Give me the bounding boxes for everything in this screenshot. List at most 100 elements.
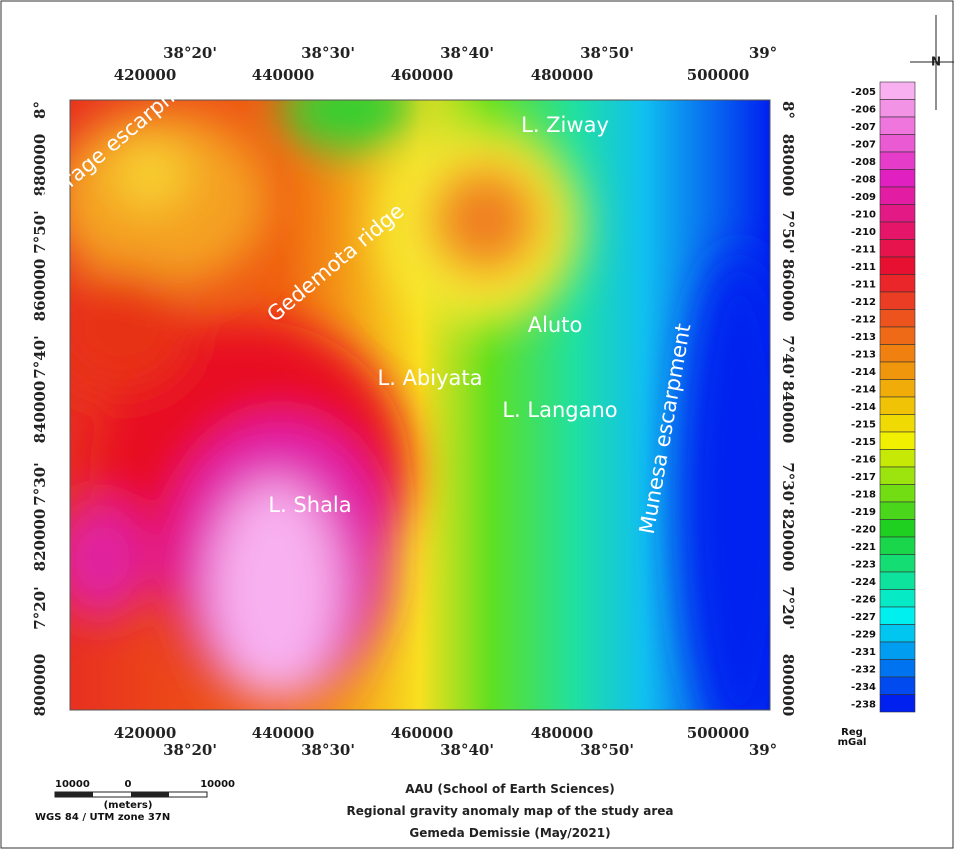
colorbar-band: [880, 677, 915, 695]
bottom-utm-label: 460000: [391, 724, 454, 742]
footer-line: Regional gravity anomaly map of the stud…: [346, 804, 673, 818]
colorbar-label: -216: [851, 454, 876, 465]
gravity-surface: [50, 70, 800, 750]
colorbar-label: -212: [851, 314, 876, 325]
top-utm-label: 480000: [531, 66, 594, 84]
colorbar-band: [880, 117, 915, 135]
colorbar-band: [880, 170, 915, 188]
colorbar-band: [880, 222, 915, 240]
colorbar-band: [880, 520, 915, 538]
colorbar-band: [880, 537, 915, 555]
top-deg-label: 38°40': [440, 44, 494, 62]
colorbar-band: [880, 415, 915, 433]
bottom-utm-label: 500000: [687, 724, 750, 742]
colorbar-band: [880, 397, 915, 415]
bottom-deg-label: 38°50': [580, 741, 634, 759]
colorbar-band: [880, 467, 915, 485]
right-utm-label: 860000: [779, 259, 797, 322]
right-utm-label: 820000: [779, 509, 797, 572]
right-deg-label: 7°30': [779, 462, 797, 505]
top-utm-label: 460000: [391, 66, 454, 84]
bottom-deg-label: 39°: [749, 741, 777, 759]
scale-bar-seg: [131, 792, 169, 797]
scale-tick-label: 10000: [55, 779, 90, 790]
colorbar-band: [880, 240, 915, 258]
colorbar-band: [880, 82, 915, 100]
colorbar-label: -205: [851, 87, 876, 98]
colorbar-label: -208: [851, 174, 876, 185]
colorbar-band: [880, 660, 915, 678]
north-arrow: N: [910, 15, 954, 110]
left-deg-label: 8°: [31, 101, 49, 119]
colorbar-label: -210: [851, 227, 876, 238]
colorbar-label: -207: [851, 122, 876, 133]
right-deg-label: 7°50': [779, 210, 797, 253]
colorbar-band: [880, 625, 915, 643]
bottom-utm-label: 480000: [531, 724, 594, 742]
colorbar-label: -217: [851, 472, 876, 483]
colorbar-label: -211: [851, 244, 876, 255]
north-label: N: [931, 55, 941, 69]
colorbar-label: -221: [851, 542, 876, 553]
colorbar-band: [880, 327, 915, 345]
colorbar-band: [880, 362, 915, 380]
colorbar-label: -211: [851, 262, 876, 273]
colorbar-label: -207: [851, 139, 876, 150]
top-deg-label: 39°: [749, 44, 777, 62]
colorbar-band: [880, 502, 915, 520]
colorbar-label: -218: [851, 489, 876, 500]
colorbar-band: [880, 380, 915, 398]
colorbar-label: -212: [851, 297, 876, 308]
colorbar-band: [880, 257, 915, 275]
colorbar-band: [880, 310, 915, 328]
colorbar-label: -224: [851, 577, 876, 588]
right-utm-label: 880000: [779, 134, 797, 197]
projection: WGS 84 / UTM zone 37N: [35, 812, 170, 823]
colorbar-label: -214: [851, 402, 876, 413]
left-deg-label: 7°50': [31, 210, 49, 253]
colorbar-band: [880, 187, 915, 205]
colorbar-label: -238: [851, 699, 876, 710]
bottom-utm-label: 440000: [252, 724, 315, 742]
colorbar-band: [880, 572, 915, 590]
place-label: L. Ziway: [521, 113, 609, 137]
left-utm-label: 860000: [31, 259, 49, 322]
colorbar-label: -223: [851, 559, 876, 570]
colorbar-band: [880, 345, 915, 363]
colorbar-band: [880, 590, 915, 608]
colorbar-unit: mGal: [838, 737, 867, 748]
colorbar-label: -213: [851, 332, 876, 343]
colorbar-band: [880, 555, 915, 573]
top-utm-label: 440000: [252, 66, 315, 84]
scale-unit: (meters): [104, 800, 153, 811]
right-deg-label: 8°: [779, 101, 797, 119]
colorbar-band: [880, 205, 915, 223]
colorbar-label: -231: [851, 647, 876, 658]
colorbar-label: -210: [851, 209, 876, 220]
colorbar-band: [880, 642, 915, 660]
footer-line: AAU (School of Earth Sciences): [405, 782, 614, 796]
colorbar-label: -234: [851, 682, 876, 693]
left-utm-label: 820000: [31, 509, 49, 572]
left-utm-label: 800000: [31, 654, 49, 717]
place-label: L. Shala: [268, 493, 351, 517]
colorbar-label: -213: [851, 349, 876, 360]
right-utm-label: 840000: [779, 381, 797, 444]
footer-line: Gemeda Demissie (May/2021): [409, 826, 610, 840]
colorbar-band: [880, 450, 915, 468]
colorbar-label: -206: [851, 104, 876, 115]
colorbar-label: -229: [851, 629, 876, 640]
colorbar-label: -227: [851, 612, 876, 623]
place-label: L. Langano: [502, 398, 617, 422]
colorbar-label: -220: [851, 524, 876, 535]
colorbar-band: [880, 275, 915, 293]
colorbar-band: [880, 100, 915, 118]
colorbar-band: [880, 695, 915, 713]
top-utm-label: 500000: [687, 66, 750, 84]
top-deg-label: 38°20': [163, 44, 217, 62]
colorbar-band: [880, 432, 915, 450]
bottom-deg-label: 38°30': [301, 741, 355, 759]
colorbar-label: -209: [851, 192, 876, 203]
left-deg-label: 7°20': [31, 586, 49, 629]
colorbar-label: -214: [851, 384, 876, 395]
